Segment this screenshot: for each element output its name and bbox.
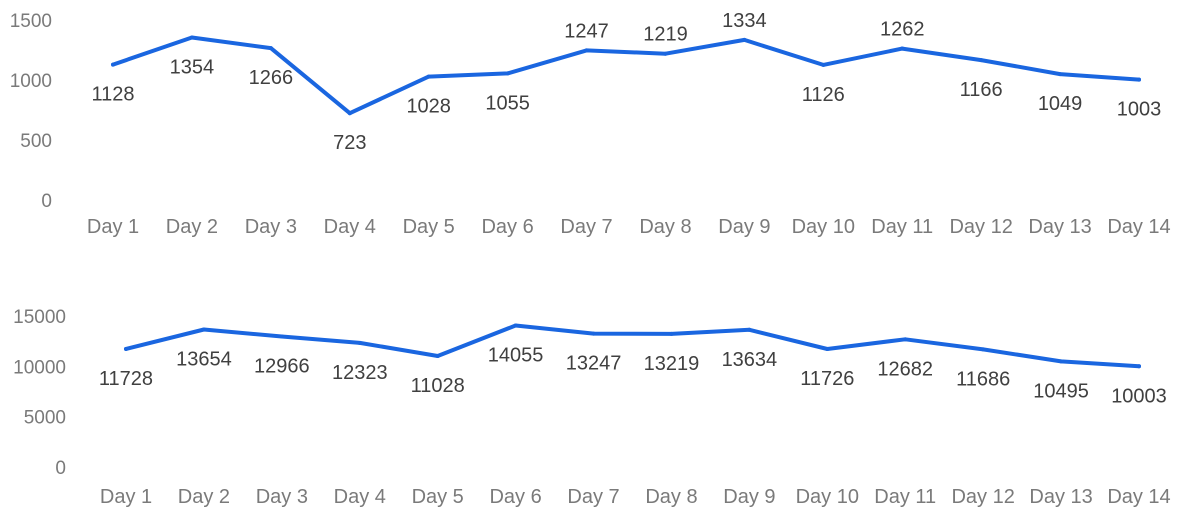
data-label: 1262: [880, 19, 925, 41]
data-point: [426, 74, 431, 79]
data-label: 1003: [1117, 99, 1162, 121]
x-tick-label: Day 4: [324, 216, 376, 238]
data-point: [669, 331, 674, 336]
y-tick-label: 1000: [10, 71, 52, 92]
x-tick-label: Day 9: [718, 216, 770, 238]
data-point: [435, 353, 440, 358]
data-label: 11728: [99, 368, 153, 390]
data-point: [981, 347, 986, 352]
data-point: [1137, 77, 1141, 82]
x-tick-label: Day 7: [560, 216, 612, 238]
data-point: [584, 48, 589, 53]
data-label: 12966: [254, 355, 310, 377]
x-tick-label: Day 14: [1107, 216, 1170, 238]
data-point: [821, 62, 826, 67]
data-label: 11726: [800, 368, 854, 390]
y-tick-label: 5000: [24, 408, 66, 429]
data-label: 13247: [566, 353, 622, 375]
x-tick-label: Day 9: [723, 486, 775, 508]
data-label: 11686: [956, 368, 1010, 390]
x-tick-label: Day 6: [489, 486, 541, 508]
y-tick-label: 15000: [13, 307, 66, 328]
x-tick-label: Day 5: [403, 216, 455, 238]
x-tick-label: Day 4: [334, 486, 386, 508]
data-label: 10003: [1111, 385, 1167, 407]
x-tick-label: Day 12: [951, 486, 1014, 508]
x-tick-label: Day 11: [874, 486, 936, 508]
y-tick-label: 0: [55, 458, 66, 479]
data-point: [357, 340, 362, 345]
data-label: 13219: [644, 353, 700, 375]
x-tick-label: Day 3: [245, 216, 297, 238]
data-label: 10495: [1033, 380, 1089, 402]
data-point: [189, 35, 194, 40]
data-point: [505, 71, 510, 76]
x-tick-label: Day 14: [1107, 486, 1170, 508]
data-point: [513, 323, 518, 328]
data-label: 1028: [406, 96, 451, 118]
data-label: 1247: [564, 20, 609, 42]
data-point: [900, 46, 905, 51]
y-tick-label: 1500: [10, 11, 52, 32]
x-tick-label: Day 2: [166, 216, 218, 238]
data-label: 723: [333, 132, 366, 154]
data-point: [747, 327, 752, 332]
series-line: [124, 323, 1141, 369]
y-tick-label: 500: [20, 131, 52, 152]
x-tick-label: Day 5: [412, 486, 464, 508]
data-point: [1137, 364, 1141, 369]
data-point: [591, 331, 596, 336]
x-tick-label: Day 8: [645, 486, 697, 508]
x-tick-label: Day 7: [567, 486, 619, 508]
chart-bottom: 0 5000 10000 15000 Day 1 Day 2 Day 3 Day 4 Day 5…: [13, 307, 1171, 508]
data-point: [347, 111, 352, 116]
data-point: [742, 37, 747, 42]
data-label: 13634: [722, 349, 778, 371]
x-tick-label: Day 8: [639, 216, 691, 238]
x-tick-label: Day 10: [796, 486, 859, 508]
data-label: 1354: [170, 57, 215, 79]
data-label: 1219: [643, 24, 688, 46]
y-tick-label: 10000: [13, 357, 66, 378]
x-tick-label: Day 12: [949, 216, 1012, 238]
data-label: 1334: [722, 10, 767, 32]
data-point: [268, 46, 273, 51]
data-label: 1266: [249, 67, 294, 89]
x-tick-label: Day 3: [256, 486, 308, 508]
x-tick-label: Day 6: [481, 216, 533, 238]
data-label: 11028: [411, 375, 465, 397]
data-label: 1128: [91, 84, 134, 106]
data-point: [825, 346, 830, 351]
x-tick-label: Day 1: [100, 486, 152, 508]
data-label: 12323: [332, 362, 388, 384]
data-point: [124, 346, 128, 351]
data-point: [201, 327, 206, 332]
data-point: [663, 51, 668, 56]
data-point: [279, 334, 284, 339]
data-label: 12682: [877, 358, 933, 380]
data-label: 1126: [802, 84, 845, 106]
data-point: [1059, 359, 1064, 364]
data-label: 1166: [960, 79, 1003, 101]
x-tick-label: Day 13: [1029, 486, 1092, 508]
data-point: [1058, 72, 1063, 77]
x-tick-label: Day 1: [87, 216, 139, 238]
data-label: 1049: [1038, 93, 1083, 115]
y-tick-label: 0: [41, 191, 52, 212]
series-line: [111, 35, 1141, 116]
data-label: 1055: [485, 92, 530, 114]
data-point: [979, 58, 984, 63]
data-label: 13654: [176, 349, 232, 371]
x-tick-label: Day 2: [178, 486, 230, 508]
x-tick-label: Day 13: [1028, 216, 1091, 238]
data-point: [111, 62, 115, 67]
x-tick-label: Day 11: [871, 216, 933, 238]
data-point: [903, 337, 908, 342]
chart-top: 0 500 1000 1500 Day 1 Day 2 Day 3 Day 4 Day 5 Day…: [10, 10, 1171, 238]
x-tick-label: Day 10: [792, 216, 855, 238]
data-label: 14055: [488, 345, 544, 367]
